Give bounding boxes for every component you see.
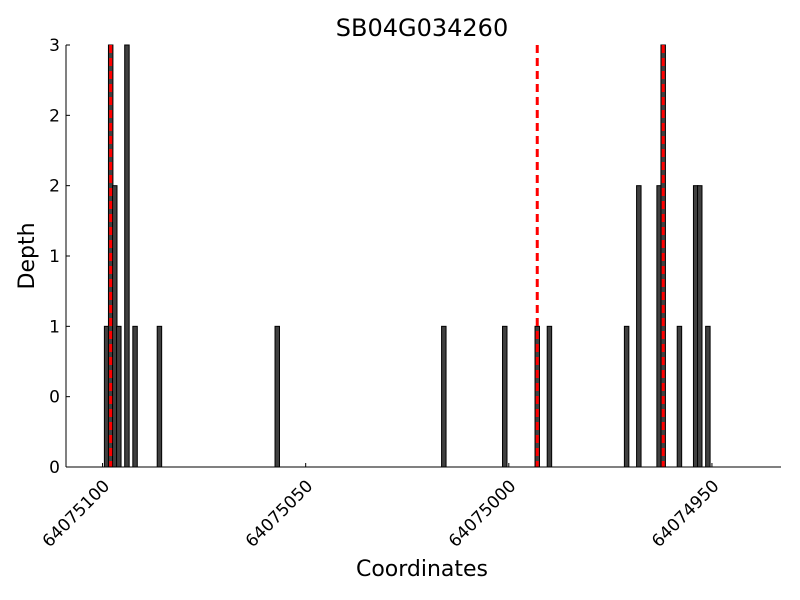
bar [676, 325, 683, 468]
bar [274, 325, 280, 468]
y-tick-label: 0 [49, 388, 60, 408]
bar [546, 325, 553, 468]
bar [132, 325, 138, 468]
bar [502, 325, 508, 468]
x-tick-label: 64075050 [242, 476, 317, 551]
y-tick-label: 3 [49, 36, 60, 56]
y-tick-label: 2 [49, 106, 60, 126]
x-axis-ticks: 64075100 64075050 64075000 64074950 [39, 463, 723, 552]
y-axis-ticks: 0 0 1 1 2 2 3 [49, 36, 70, 478]
bar [116, 325, 122, 468]
y-tick-label: 1 [49, 317, 60, 337]
marker-lines-layer [109, 45, 665, 467]
bar [441, 325, 447, 468]
bar [697, 185, 703, 468]
bar [623, 325, 630, 468]
y-tick-label: 2 [49, 177, 60, 197]
y-tick-label: 0 [49, 458, 60, 478]
x-tick-label: 64075000 [445, 476, 520, 551]
chart-title: SB04G034260 [336, 14, 508, 42]
y-axis-label: Depth [15, 222, 40, 289]
bar [156, 325, 163, 468]
x-tick-label: 64074950 [648, 476, 723, 551]
bar [124, 44, 130, 468]
y-tick-label: 1 [49, 247, 60, 267]
bar [636, 185, 642, 468]
bars-layer [103, 44, 711, 468]
bar [705, 325, 711, 468]
x-tick-label: 64075100 [39, 476, 114, 551]
axes [65, 45, 781, 468]
x-axis-label: Coordinates [356, 557, 488, 582]
